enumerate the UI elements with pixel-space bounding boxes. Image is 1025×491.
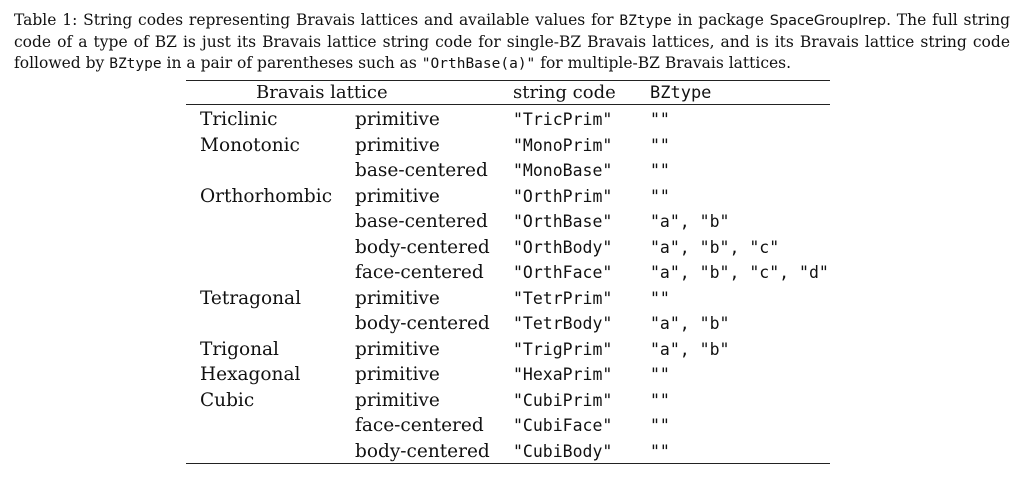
cell-bztype: "a", "b", "c" — [650, 237, 780, 257]
cell-crystal-system: Tetragonal — [200, 287, 302, 309]
cell-bztype: "" — [650, 288, 670, 308]
table-row: Cubic primitive "CubiPrim" "" — [0, 388, 1025, 414]
cell-bztype: "a", "b", "c", "d" — [650, 263, 829, 282]
cell-string-code: "OrthBody" — [513, 237, 613, 257]
cell-bztype: "a", "b" — [650, 339, 730, 359]
table-body: Triclinic primitive "TricPrim" "" Monotonic p… — [0, 107, 1025, 464]
cell-centering: primitive — [355, 389, 440, 411]
cell-crystal-system: Hexagonal — [200, 364, 301, 385]
cell-centering: primitive — [355, 338, 440, 360]
cell-crystal-system: Cubic — [200, 389, 255, 411]
cell-bztype: "" — [650, 135, 670, 155]
cell-string-code: "TetrBody" — [513, 314, 613, 333]
header-string-code: string code — [513, 82, 616, 103]
table-caption: Table 1: String codes representing Brava… — [14, 10, 1010, 75]
caption-code: BZtype — [619, 13, 672, 29]
caption-text: in package — [671, 11, 770, 29]
table-row: Orthorhombic primitive "OrthPrim" "" — [0, 184, 1025, 210]
cell-bztype: "" — [650, 416, 670, 435]
caption-package-name: SpaceGroupIrep — [769, 13, 887, 29]
cell-crystal-system: Orthorhombic — [200, 185, 333, 207]
cell-centering: primitive — [355, 134, 440, 156]
caption-text: in a pair of parentheses such as — [161, 54, 422, 72]
cell-string-code: "HexaPrim" — [513, 365, 613, 384]
table-top-rule — [186, 80, 830, 81]
cell-bztype: "" — [650, 161, 670, 180]
header-bztype: BZtype — [650, 83, 712, 103]
cell-crystal-system: Triclinic — [200, 109, 278, 130]
table-row: face-centered "OrthFace" "a", "b", "c", "d… — [0, 260, 1025, 286]
caption-text: . The full string code of a type of BZ i… — [14, 11, 1011, 72]
cell-bztype: "" — [650, 365, 670, 384]
table-row: base-centered "MonoBase" "" — [0, 158, 1025, 184]
table-row: face-centered "CubiFace" "" — [0, 413, 1025, 439]
cell-string-code: "OrthPrim" — [513, 186, 613, 206]
cell-centering: body-centered — [355, 236, 490, 258]
table-bottom-rule — [186, 463, 830, 464]
caption-text: for multiple-BZ Bravais lattices. — [535, 54, 792, 72]
table-row: body-centered "CubiBody" "" — [0, 439, 1025, 465]
table-row: Triclinic primitive "TricPrim" "" — [0, 107, 1025, 133]
header-bravais-lattice: Bravais lattice — [256, 82, 388, 103]
table-row: body-centered "TetrBody" "a", "b" — [0, 311, 1025, 337]
cell-centering: body-centered — [355, 440, 490, 462]
table-row: base-centered "OrthBase" "a", "b" — [0, 209, 1025, 235]
cell-centering: primitive — [355, 109, 440, 130]
cell-string-code: "OrthBase" — [513, 212, 613, 231]
cell-string-code: "MonoBase" — [513, 161, 613, 180]
cell-string-code: "TrigPrim" — [513, 339, 613, 359]
cell-centering: base-centered — [355, 160, 488, 181]
caption-code: BZtype — [109, 56, 162, 72]
caption-code: "OrthBase(a)" — [421, 56, 536, 72]
cell-bztype: "" — [650, 441, 670, 461]
caption-text: Table 1: String codes representing Brava… — [14, 11, 620, 29]
cell-bztype: "" — [650, 390, 670, 410]
cell-bztype: "" — [650, 110, 670, 129]
cell-string-code: "TetrPrim" — [513, 288, 613, 308]
table-row: Tetragonal primitive "TetrPrim" "" — [0, 286, 1025, 312]
cell-centering: face-centered — [355, 262, 484, 283]
cell-bztype: "a", "b" — [650, 212, 730, 231]
cell-bztype: "" — [650, 186, 670, 206]
cell-string-code: "TricPrim" — [513, 110, 613, 129]
cell-centering: face-centered — [355, 415, 484, 436]
cell-string-code: "CubiBody" — [513, 441, 613, 461]
cell-centering: base-centered — [355, 211, 488, 232]
table-row: body-centered "OrthBody" "a", "b", "c" — [0, 235, 1025, 261]
cell-string-code: "OrthFace" — [513, 263, 613, 282]
cell-centering: primitive — [355, 364, 440, 385]
cell-string-code: "CubiPrim" — [513, 390, 613, 410]
cell-centering: primitive — [355, 185, 440, 207]
cell-centering: body-centered — [355, 313, 490, 334]
cell-crystal-system: Monotonic — [200, 134, 300, 156]
cell-string-code: "CubiFace" — [513, 416, 613, 435]
cell-bztype: "a", "b" — [650, 314, 730, 333]
cell-string-code: "MonoPrim" — [513, 135, 613, 155]
table-header-rule — [186, 104, 830, 105]
cell-centering: primitive — [355, 287, 440, 309]
table-row: Hexagonal primitive "HexaPrim" "" — [0, 362, 1025, 388]
table-row: Monotonic primitive "MonoPrim" "" — [0, 133, 1025, 159]
table-row: Trigonal primitive "TrigPrim" "a", "b" — [0, 337, 1025, 363]
cell-crystal-system: Trigonal — [200, 338, 279, 360]
